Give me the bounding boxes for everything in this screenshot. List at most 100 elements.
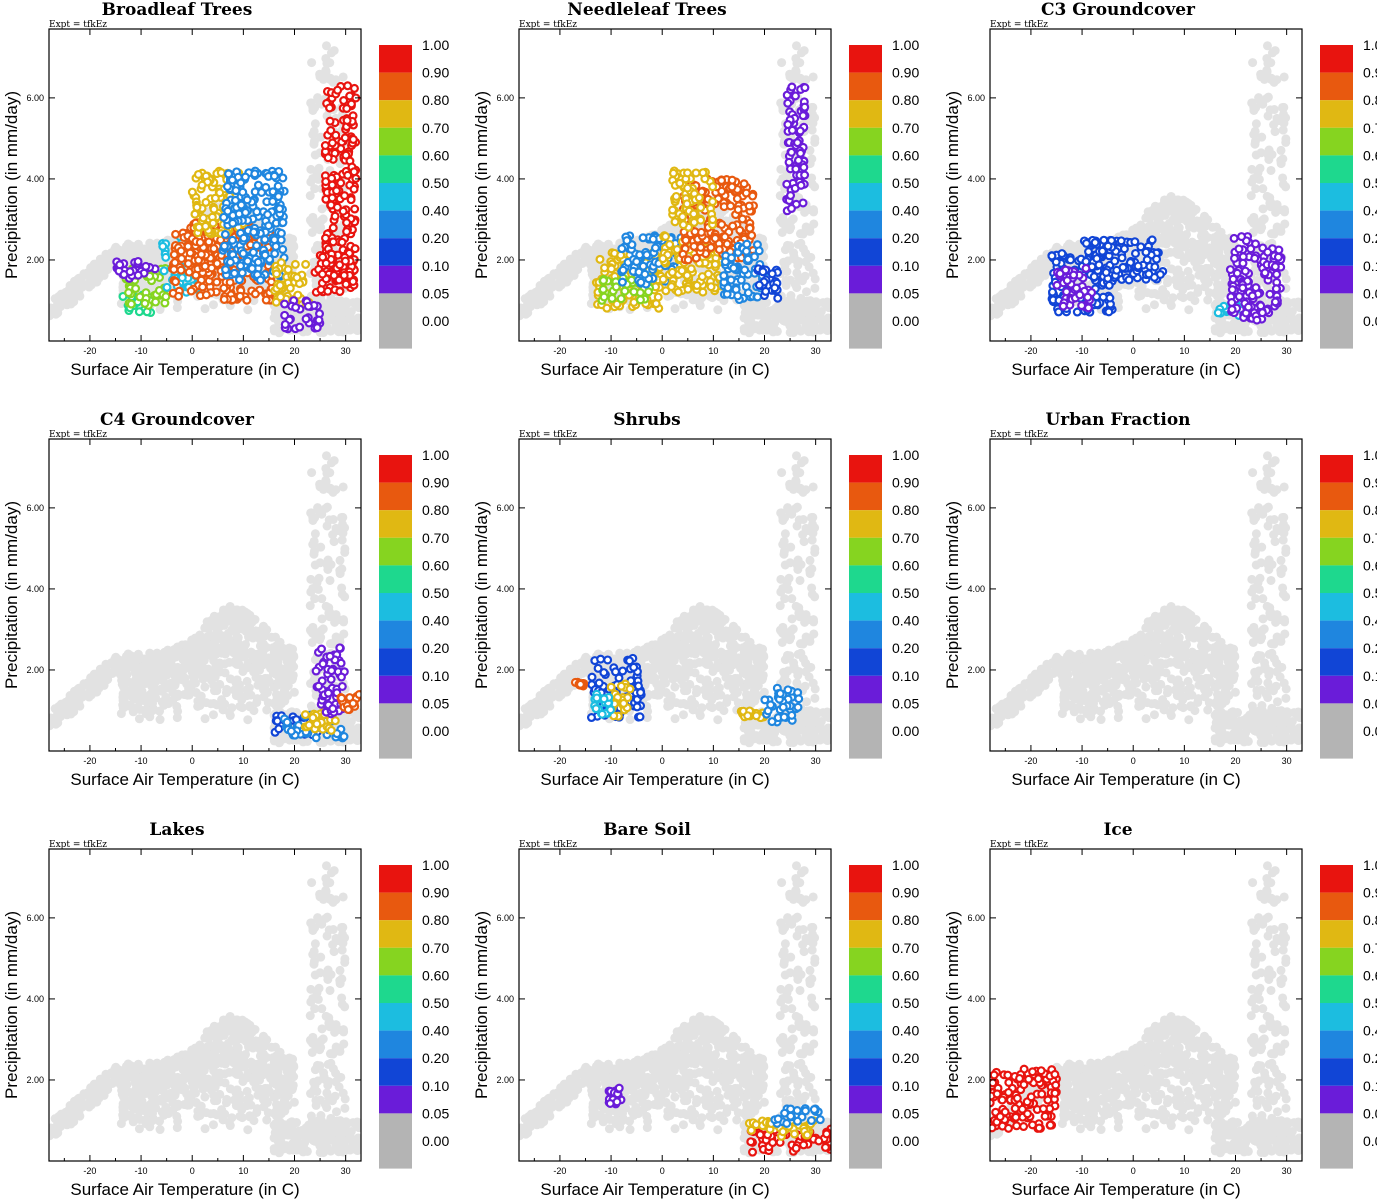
data-point: [745, 223, 755, 233]
data-point: [151, 297, 161, 307]
background-point: [795, 73, 805, 83]
background-point: [990, 303, 997, 313]
data-point: [754, 246, 764, 256]
colorbar: 1.000.900.800.700.600.500.400.200.100.05…: [849, 37, 919, 349]
data-point: [161, 292, 171, 302]
data-point: [648, 234, 658, 244]
background-point: [678, 300, 688, 310]
data-point: [728, 221, 738, 231]
background-point: [1181, 241, 1191, 251]
data-point: [303, 301, 313, 311]
colorbar-swatch: [379, 210, 412, 239]
background-point: [805, 145, 815, 155]
background-point: [798, 307, 808, 317]
data-point: [799, 162, 809, 172]
data-point: [658, 274, 668, 284]
data-point: [722, 239, 732, 249]
data-point: [349, 83, 359, 93]
background-point: [825, 324, 831, 334]
colorbar-label: 0.50: [422, 175, 449, 191]
data-point: [228, 218, 238, 228]
data-point: [316, 285, 326, 295]
data-point: [227, 235, 237, 245]
data-point: [171, 229, 181, 239]
background-point: [740, 302, 750, 312]
data-point: [176, 265, 186, 275]
x-tick-label: -10: [135, 346, 148, 356]
background-point: [1178, 293, 1188, 303]
colorbar-swatch: [379, 321, 412, 349]
data-point: [682, 199, 692, 209]
data-point: [263, 210, 273, 220]
background-point: [100, 261, 110, 271]
background-point: [318, 74, 328, 84]
data-point: [161, 252, 171, 262]
background-point: [807, 125, 817, 135]
data-point: [280, 299, 290, 309]
data-point: [732, 194, 742, 204]
background-point: [779, 301, 789, 311]
background-point: [823, 313, 831, 323]
data-point: [238, 187, 248, 197]
data-point: [733, 291, 743, 301]
data-point: [673, 287, 683, 297]
x-axis-label: Surface Air Temperature (in C): [70, 360, 299, 379]
background-point: [772, 326, 782, 336]
background-point: [804, 262, 814, 272]
data-point: [640, 269, 650, 279]
background-point: [746, 313, 756, 323]
data-point: [761, 286, 771, 296]
plot-frame: [48, 28, 362, 342]
data-point: [212, 259, 222, 269]
data-point: [787, 125, 797, 135]
data-point: [224, 169, 234, 179]
data-point: [708, 215, 718, 225]
data-point: [170, 258, 180, 268]
data-point: [710, 259, 720, 269]
data-point: [133, 270, 143, 280]
data-point: [748, 191, 758, 201]
data-point: [668, 168, 678, 178]
data-point: [342, 104, 352, 114]
data-point: [343, 170, 353, 180]
colorbar-swatch: [849, 238, 882, 266]
background-point: [327, 315, 337, 325]
data-point: [318, 252, 328, 262]
background-point: [1153, 217, 1163, 227]
data-point: [325, 116, 335, 126]
data-point: [243, 256, 253, 266]
data-point: [635, 295, 645, 305]
data-point: [706, 282, 716, 292]
data-point: [158, 241, 168, 251]
data-point: [794, 155, 804, 165]
colorbar-label: 0.10: [422, 258, 449, 274]
data-point: [798, 111, 808, 121]
background-point: [329, 46, 339, 56]
data-point: [698, 287, 708, 297]
background-point: [1186, 222, 1196, 232]
background-point: [109, 247, 119, 257]
colorbar-label: 0.05: [892, 285, 919, 301]
background-point: [142, 246, 152, 256]
background-point: [781, 275, 791, 285]
colorbar-swatch: [379, 72, 412, 101]
data-point: [720, 257, 730, 267]
background-point: [526, 289, 536, 299]
background-point: [1208, 222, 1218, 232]
data-point: [350, 244, 360, 254]
x-tick-label: 0: [660, 346, 665, 356]
x-tick-label: -20: [553, 346, 566, 356]
data-point: [698, 168, 708, 178]
colorbar-label: 0.20: [422, 230, 449, 246]
data-point: [340, 191, 350, 201]
data-point: [644, 287, 654, 297]
background-point: [1200, 282, 1210, 292]
data-point: [268, 196, 278, 206]
background-point: [713, 305, 723, 315]
background-point: [311, 222, 321, 232]
data-point: [234, 275, 244, 285]
data-point: [177, 254, 187, 264]
background-point: [309, 126, 319, 136]
data-point: [336, 178, 346, 188]
data-point: [696, 215, 706, 225]
